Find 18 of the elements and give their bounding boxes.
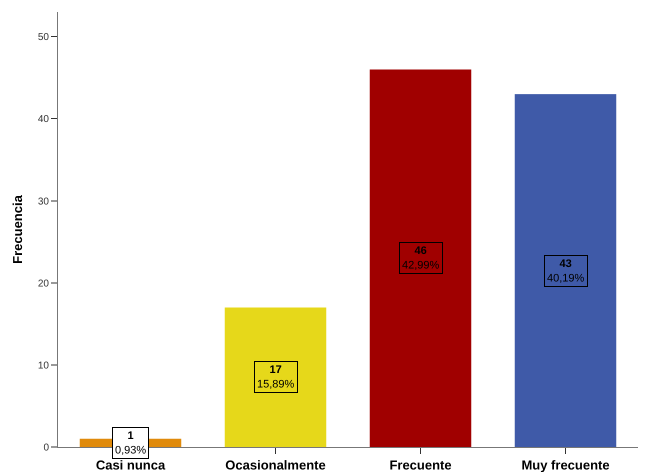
y-tick-label: 30 — [38, 196, 50, 208]
bar — [224, 307, 326, 447]
x-tick-label: Muy frecuente — [521, 458, 610, 472]
bar — [370, 69, 472, 447]
y-tick-label: 40 — [38, 114, 50, 126]
y-axis-title: Frecuencia — [10, 194, 25, 264]
data-label: 46 42,99% — [402, 245, 440, 272]
x-tick-label: Frecuente — [389, 458, 452, 472]
data-label: 43 40,19% — [547, 258, 585, 284]
bar — [514, 94, 616, 447]
y-tick-label: 20 — [38, 278, 50, 290]
y-tick-label: 50 — [38, 32, 50, 44]
data-label: 17 15,89% — [257, 364, 295, 390]
x-tick-label: Casi nunca — [96, 458, 166, 472]
x-tick-label: Ocasionalmente — [225, 458, 326, 472]
y-tick-label: 10 — [38, 360, 50, 372]
y-tick-label: 0 — [43, 442, 50, 454]
data-label: 1 0,93% — [115, 430, 146, 456]
